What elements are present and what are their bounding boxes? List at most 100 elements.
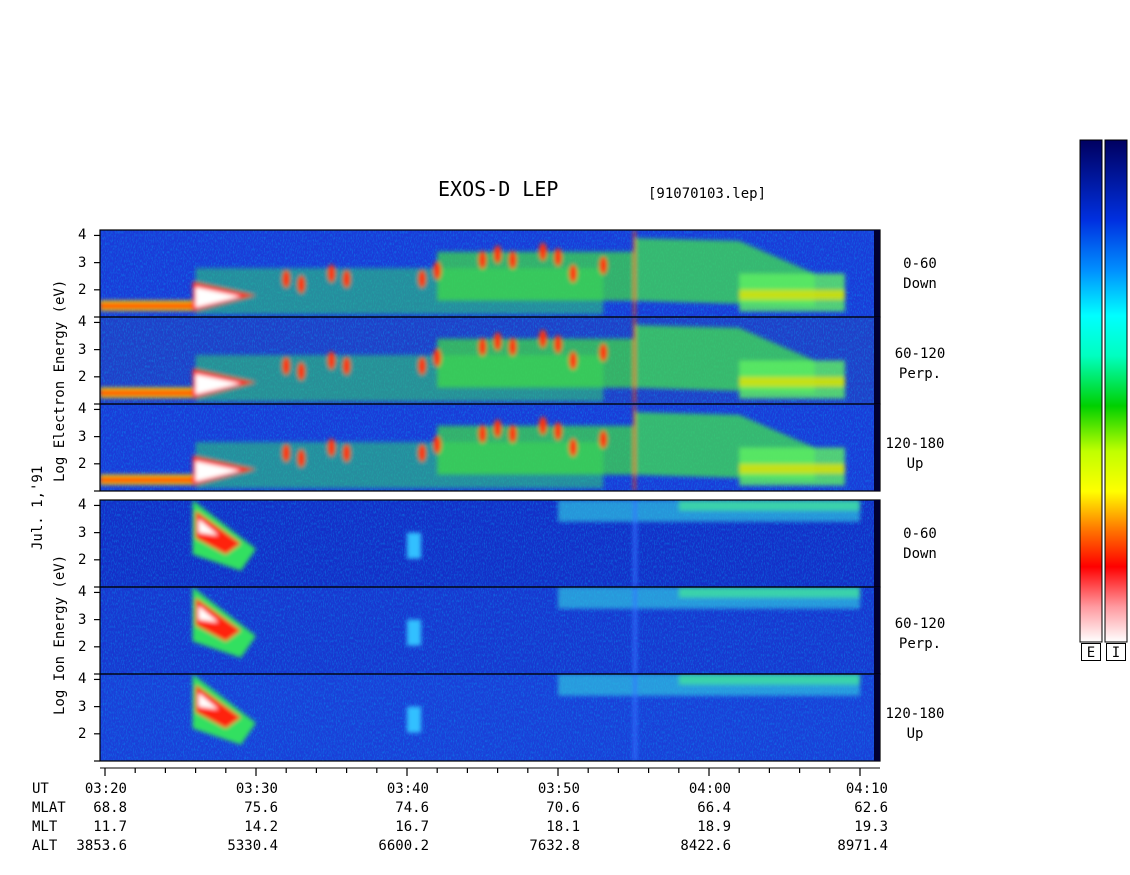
feature xyxy=(407,706,421,733)
feature xyxy=(554,422,562,441)
y-tick-label: 2 xyxy=(78,725,87,742)
electron-colorbar-label: E xyxy=(1081,643,1101,661)
feature xyxy=(633,587,637,674)
feature xyxy=(342,443,351,462)
orbit-cell-ut: 03:20 xyxy=(84,781,127,797)
panel-edge xyxy=(874,404,880,491)
orbit-cell-alt: 8422.6 xyxy=(680,838,731,854)
feature xyxy=(418,269,427,288)
y-tick-label: 3 xyxy=(78,341,87,358)
feature xyxy=(100,390,196,396)
feature xyxy=(678,587,860,598)
spectrogram-panel xyxy=(100,230,880,317)
y-tick-label: 4 xyxy=(78,584,87,601)
y-tick-label: 3 xyxy=(78,611,87,628)
orbit-cell-mlt: 14.2 xyxy=(244,819,278,835)
feature xyxy=(493,419,502,438)
feature xyxy=(195,461,241,482)
chart-title: EXOS-D LEP xyxy=(438,177,559,201)
feature xyxy=(554,248,562,267)
spectral-features xyxy=(192,674,860,761)
spectral-features xyxy=(192,500,860,587)
y-tick-label: 4 xyxy=(78,671,87,688)
feature xyxy=(633,317,636,404)
panel-label-i1: 0-60 Down xyxy=(880,524,960,564)
file-name: [91070103.lep] xyxy=(648,186,767,202)
feature xyxy=(739,289,845,300)
spectrogram-panel xyxy=(100,587,880,674)
y-tick-label: 3 xyxy=(78,524,87,541)
feature xyxy=(569,438,578,457)
feature xyxy=(538,242,547,261)
y-tick-label: 4 xyxy=(78,497,87,514)
spectral-features xyxy=(192,587,860,674)
panel-edge xyxy=(874,230,880,317)
feature xyxy=(678,674,860,685)
direction: Up xyxy=(906,726,924,742)
ion-axis-label: Log Ion Energy (eV) xyxy=(52,554,68,715)
feature xyxy=(407,619,421,646)
feature xyxy=(198,693,219,710)
y-tick-label: 3 xyxy=(78,428,87,445)
pitch-angle: 60-120 xyxy=(894,616,946,632)
y-tick-label: 2 xyxy=(78,551,87,568)
orbit-cell-mlat: 62.6 xyxy=(854,800,888,816)
pitch-angle: 0-60 xyxy=(903,526,937,542)
panel-label-i2: 60-120 Perp. xyxy=(880,614,960,654)
electron-axis-label: Log Electron Energy (eV) xyxy=(52,279,68,482)
y-tick-label: 4 xyxy=(78,401,87,418)
direction: Down xyxy=(903,546,937,562)
feature xyxy=(433,348,442,367)
feature xyxy=(554,335,562,354)
feature xyxy=(538,416,547,435)
feature xyxy=(198,606,219,623)
spectral-features xyxy=(100,404,845,491)
feature xyxy=(678,500,860,511)
feature xyxy=(493,332,502,351)
feature xyxy=(407,532,421,559)
feature xyxy=(569,264,578,283)
feature xyxy=(282,356,291,375)
orbit-cell-mlat: 66.4 xyxy=(697,800,731,816)
y-tick-label: 4 xyxy=(78,227,87,244)
feature xyxy=(739,463,845,474)
feature xyxy=(633,404,636,491)
feature xyxy=(433,435,442,454)
orbit-cell-ut: 03:30 xyxy=(235,781,278,797)
orbit-cell-ut: 03:40 xyxy=(386,781,429,797)
spectrogram-panel xyxy=(100,404,880,491)
direction: Perp. xyxy=(898,366,942,382)
orbit-row-label: MLT xyxy=(32,819,58,835)
y-tick-label: 2 xyxy=(78,281,87,298)
panel-edge xyxy=(874,587,880,674)
y-tick-label: 2 xyxy=(78,638,87,655)
orbit-cell-mlt: 11.7 xyxy=(93,819,127,835)
feature xyxy=(327,351,336,370)
feature xyxy=(198,519,219,536)
spectrogram-panel xyxy=(100,500,880,587)
feature xyxy=(342,269,351,288)
orbit-row-label: ALT xyxy=(32,838,58,854)
spectral-features xyxy=(100,317,845,404)
feature xyxy=(327,438,336,457)
y-tick-label: 3 xyxy=(78,698,87,715)
orbit-cell-alt: 3853.6 xyxy=(76,838,127,854)
direction: Up xyxy=(906,456,924,472)
direction: Perp. xyxy=(898,636,942,652)
orbit-cell-ut: 04:10 xyxy=(845,781,888,797)
feature xyxy=(327,264,336,283)
feature xyxy=(195,510,241,555)
panel-edge xyxy=(874,500,880,587)
orbit-cell-mlt: 18.1 xyxy=(546,819,580,835)
orbit-cell-alt: 8971.4 xyxy=(837,838,888,854)
feature xyxy=(478,250,487,269)
feature xyxy=(418,356,427,375)
spectrogram-panel xyxy=(100,317,880,404)
feature xyxy=(633,500,637,587)
feature xyxy=(569,351,578,370)
feature xyxy=(195,287,241,308)
feature xyxy=(195,374,241,395)
orbit-cell-mlat: 75.6 xyxy=(244,800,278,816)
panel-label-e3: 120-180 Up xyxy=(875,434,955,474)
